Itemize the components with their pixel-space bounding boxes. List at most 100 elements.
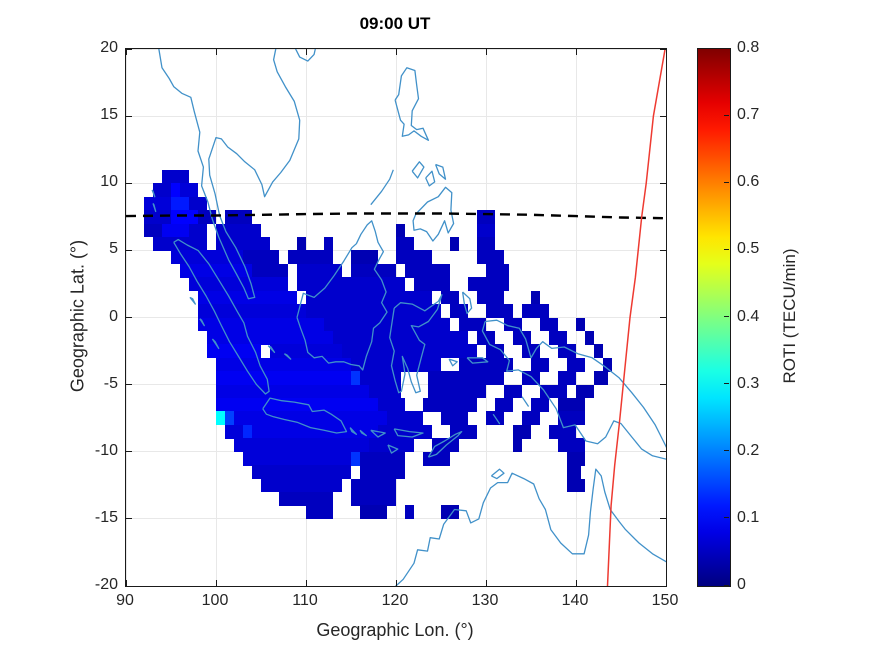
heatmap-cell: [432, 330, 442, 345]
heatmap-cell: [189, 277, 199, 292]
heatmap-cell: [315, 465, 325, 479]
terminator-line: [606, 49, 666, 586]
heatmap-cell: [270, 357, 280, 372]
heatmap-cell: [378, 465, 388, 479]
heatmap-cell: [243, 263, 253, 278]
tick-mark: [575, 49, 577, 55]
heatmap-cell: [360, 424, 370, 439]
heatmap-cell: [369, 357, 379, 372]
heatmap-cell: [225, 304, 235, 318]
heatmap-cell: [405, 357, 415, 372]
heatmap-cell: [423, 344, 433, 359]
heatmap-cell: [499, 371, 505, 385]
heatmap-cell: [144, 196, 154, 211]
heatmap-cell: [567, 424, 577, 439]
heatmap-cell: [297, 398, 307, 412]
heatmap-cell: [522, 424, 532, 439]
heatmap-cell: [243, 344, 253, 359]
heatmap-cell: [378, 424, 388, 439]
heatmap-cell: [270, 344, 280, 359]
heatmap-cell: [490, 371, 500, 385]
heatmap-cell: [216, 330, 226, 345]
colorbar-tick-label: 0.4: [737, 307, 760, 325]
heatmap-cell: [387, 330, 397, 345]
heatmap-cell: [567, 451, 577, 466]
heatmap-cell: [153, 223, 163, 238]
heatmap-cell: [270, 384, 280, 399]
heatmap-cell: [306, 478, 316, 493]
heatmap-cell: [198, 196, 208, 211]
heatmap-cell: [306, 250, 316, 265]
heatmap-cell: [270, 478, 280, 493]
heatmap-cell: [378, 290, 388, 305]
heatmap-cell: [436, 371, 446, 385]
heatmap-cell: [378, 411, 388, 426]
heatmap-cell: [342, 330, 352, 345]
heatmap-cell: [225, 424, 235, 439]
heatmap-cell: [495, 357, 505, 372]
heatmap-cell: [315, 411, 325, 426]
x-tick-label: 140: [561, 592, 589, 609]
heatmap-cell: [261, 317, 271, 332]
heatmap-cell: [405, 317, 415, 332]
heatmap-cell: [441, 330, 451, 345]
heatmap-cell: [243, 438, 253, 453]
heatmap-cell: [351, 438, 361, 453]
heatmap-cell: [360, 263, 370, 278]
heatmap-cell: [324, 451, 334, 466]
colorbar-tick-label: 0: [737, 576, 746, 593]
heatmap-cell: [315, 371, 325, 385]
heatmap-cell: [414, 250, 424, 265]
heatmap-cell: [297, 250, 307, 265]
heatmap-cell: [297, 424, 307, 439]
heatmap-cell: [324, 411, 334, 426]
heatmap-cell: [288, 465, 298, 479]
coastline-path: [294, 49, 316, 62]
heatmap-cell: [234, 304, 244, 318]
heatmap-cell: [423, 304, 433, 318]
heatmap-cell: [423, 398, 433, 412]
heatmap-cell: [459, 317, 469, 332]
heatmap-cell: [387, 411, 397, 426]
heatmap-cell: [396, 236, 406, 251]
heatmap-cell: [540, 357, 550, 372]
heatmap-cell: [288, 317, 298, 332]
heatmap-cell: [369, 263, 379, 278]
heatmap-cell: [270, 465, 280, 479]
colorbar-tick-mark: [724, 517, 729, 519]
heatmap-cell: [432, 317, 442, 332]
heatmap-cell: [558, 411, 568, 426]
coastline-path: [394, 468, 666, 586]
heatmap-cell: [495, 398, 505, 412]
coastline-path: [492, 413, 501, 425]
heatmap-cell: [333, 478, 343, 493]
heatmap-cell: [531, 344, 541, 359]
heatmap-cell: [207, 290, 217, 305]
heatmap-cell: [414, 263, 424, 278]
heatmap-cell: [396, 438, 406, 453]
x-tick-label: 120: [381, 592, 409, 609]
heatmap-cell: [396, 451, 406, 466]
heatmap-cell: [342, 277, 352, 292]
heatmap-cell: [171, 196, 181, 211]
coastline-path: [173, 238, 270, 395]
tick-mark: [126, 49, 132, 50]
heatmap-cell: [486, 263, 496, 278]
heatmap-cell: [477, 317, 487, 332]
heatmap-cell: [153, 183, 163, 198]
heatmap-cell: [234, 210, 244, 224]
heatmap-cell: [189, 263, 199, 278]
heatmap-cell: [153, 196, 163, 211]
heatmap-cell: [342, 465, 352, 479]
heatmap-cell: [405, 304, 415, 318]
heatmap-cell: [207, 344, 217, 359]
heatmap-cell: [567, 411, 577, 426]
heatmap-cell: [288, 384, 298, 399]
heatmap-cell: [342, 384, 352, 399]
heatmap-cell: [459, 411, 469, 426]
heatmap-cell: [333, 371, 343, 385]
coastline-path: [370, 429, 386, 438]
heatmap-cell: [315, 492, 325, 506]
heatmap-cell: [558, 438, 568, 453]
heatmap-cell: [252, 277, 262, 292]
